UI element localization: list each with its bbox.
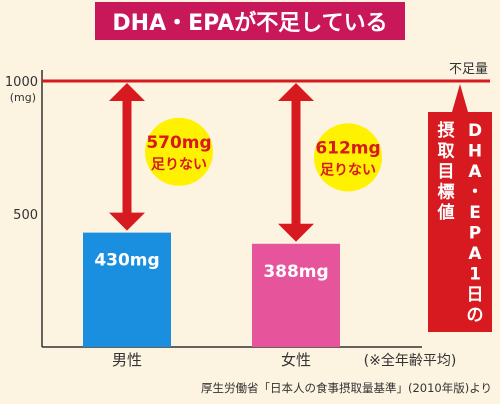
side-label-char: A: [468, 244, 482, 264]
footnote: (※全年齢平均): [364, 352, 457, 369]
side-label-char: E: [469, 203, 481, 223]
bar-value-label: 388mg: [263, 262, 328, 282]
side-label-char: の: [467, 306, 484, 326]
side-label-char: 値: [437, 202, 455, 223]
side-label-char: 取: [438, 142, 455, 162]
shortfall-text: 足りない: [320, 162, 376, 178]
side-label-char: 摂: [438, 120, 455, 141]
side-label-char: 日: [467, 285, 484, 305]
shortfall-circle: [314, 123, 382, 192]
shortfall-value: 612mg: [315, 138, 380, 158]
shortfall-text: 足りない: [151, 157, 207, 173]
x-tick-label: 女性: [281, 351, 311, 369]
bar: [83, 232, 171, 347]
side-label-char: H: [468, 142, 482, 162]
side-label-char: 目: [438, 162, 455, 182]
source-note: 厚生労働省「日本人の食事摂取量基準」(2010年版)より: [200, 381, 492, 395]
reference-line-label: 不足量: [449, 62, 488, 77]
shortfall-value: 570mg: [146, 133, 211, 153]
shortfall-arrow: [278, 83, 314, 242]
side-label-char: A: [468, 162, 482, 182]
side-label-char: ・: [467, 183, 484, 203]
side-label-char: 1: [469, 265, 481, 285]
shortfall-arrow: [109, 83, 145, 231]
y-axis-unit: (mg): [10, 91, 36, 104]
side-label-pointer: [452, 84, 468, 112]
chart-title: DHA・EPAが不足している: [95, 2, 405, 40]
y-tick-label: 500: [13, 208, 38, 223]
bar: [252, 243, 340, 347]
side-label-char: P: [469, 224, 481, 244]
shortfall-circle: [145, 117, 213, 186]
bar-value-label: 430mg: [94, 251, 159, 271]
side-label-box: [428, 112, 492, 332]
y-tick-label: 1000: [5, 75, 38, 90]
x-tick-label: 男性: [112, 351, 142, 369]
side-label-char: 標: [438, 182, 455, 203]
side-label-char: D: [468, 121, 482, 141]
